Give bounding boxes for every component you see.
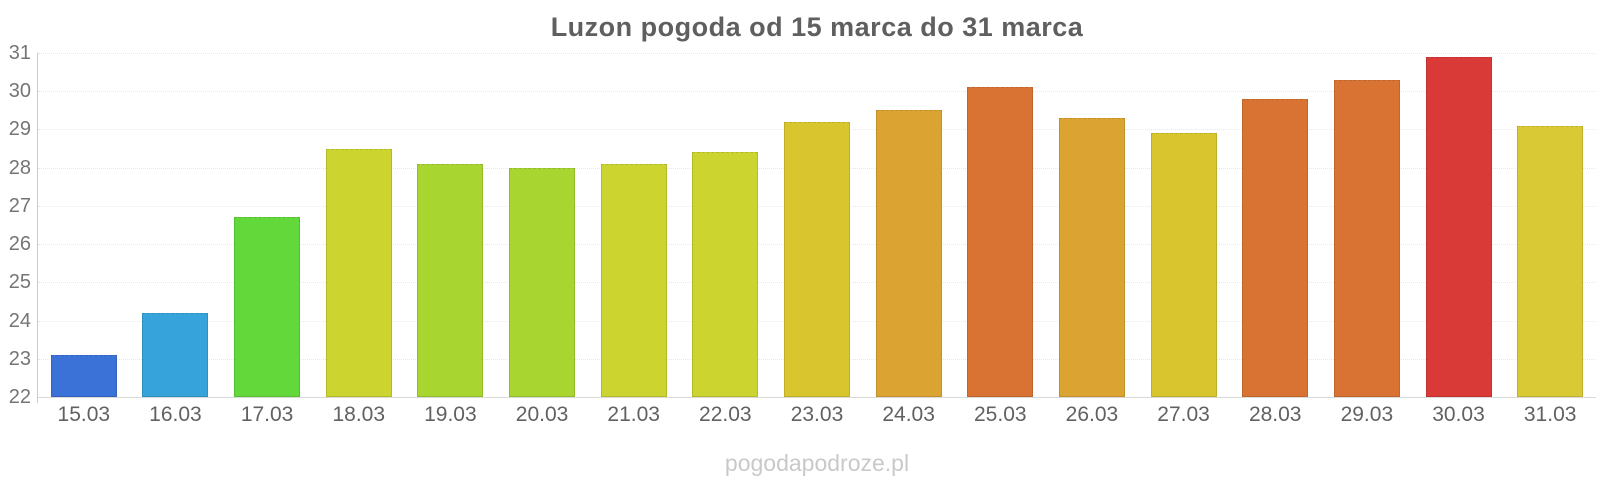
y-tick-label: 26 [8,233,31,256]
bar-26.03[interactable] [1058,117,1125,397]
bar-29.03[interactable] [1333,79,1400,397]
y-tick-label: 22 [8,386,31,408]
y-tick-label: 31 [8,42,31,64]
bar-15.03[interactable] [50,354,117,397]
bar-22.03[interactable] [692,152,759,397]
chart-title: Luzon pogoda od 15 marca do 31 marca [550,12,1084,42]
x-tick-label: 27.03 [1157,403,1210,426]
bar-18.03[interactable] [325,148,392,397]
y-tick-label: 30 [8,80,31,103]
y-tick-label: 24 [8,309,31,332]
x-tick-label: 15.03 [57,403,111,426]
x-tick-label: 17.03 [240,403,294,426]
x-tick-label: 19.03 [424,403,477,426]
y-tick-label: 29 [8,118,31,141]
y-tick-label: 23 [8,347,31,370]
y-tick-label: 28 [8,156,31,179]
x-tick-label: 20.03 [515,403,569,426]
bar-21.03[interactable] [600,163,667,397]
bar-16.03[interactable] [142,312,209,397]
x-tick-label: 18.03 [332,403,386,426]
x-tick-label: 31.03 [1523,403,1577,426]
bar-20.03[interactable] [509,167,576,397]
bar-24.03[interactable] [875,110,942,397]
x-tick-label: 30.03 [1432,403,1485,426]
bar-17.03[interactable] [234,217,301,397]
bar-30.03[interactable] [1425,56,1492,397]
x-tick-label: 26.03 [1065,403,1119,426]
x-tick-label: 28.03 [1248,403,1302,426]
bar-23.03[interactable] [784,121,850,397]
x-tick-label: 25.03 [974,403,1027,426]
bar-28.03[interactable] [1242,98,1309,397]
x-tick-label: 16.03 [149,403,202,426]
x-tick-label: 24.03 [882,403,935,426]
y-axis-line [37,53,38,403]
x-tick-label: 23.03 [790,403,844,426]
gridline [38,91,1596,93]
watermark-text: pogodapodroze.pl [724,450,910,476]
bar-19.03[interactable] [417,163,484,397]
gridline [38,53,1596,54]
x-tick-label: 22.03 [699,403,752,426]
bar-31.03[interactable] [1517,125,1584,397]
y-tick-label: 25 [8,271,31,294]
x-tick-label: 29.03 [1340,403,1394,426]
x-axis-baseline [38,397,1596,398]
bar-27.03[interactable] [1150,133,1217,397]
y-tick-label: 27 [8,194,31,217]
x-tick-label: 21.03 [607,403,660,426]
bar-25.03[interactable] [967,87,1034,397]
